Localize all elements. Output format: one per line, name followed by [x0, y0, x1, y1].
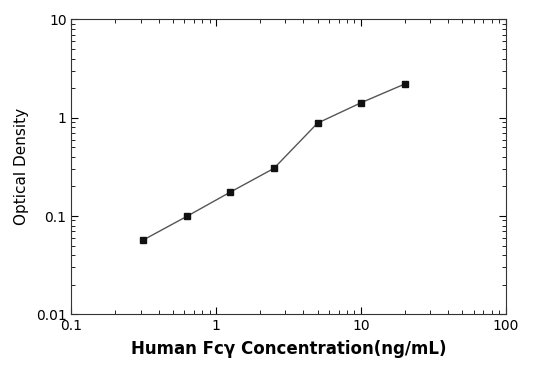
Y-axis label: Optical Density: Optical Density	[14, 108, 29, 225]
X-axis label: Human Fcγ Concentration(ng/mL): Human Fcγ Concentration(ng/mL)	[131, 340, 447, 358]
